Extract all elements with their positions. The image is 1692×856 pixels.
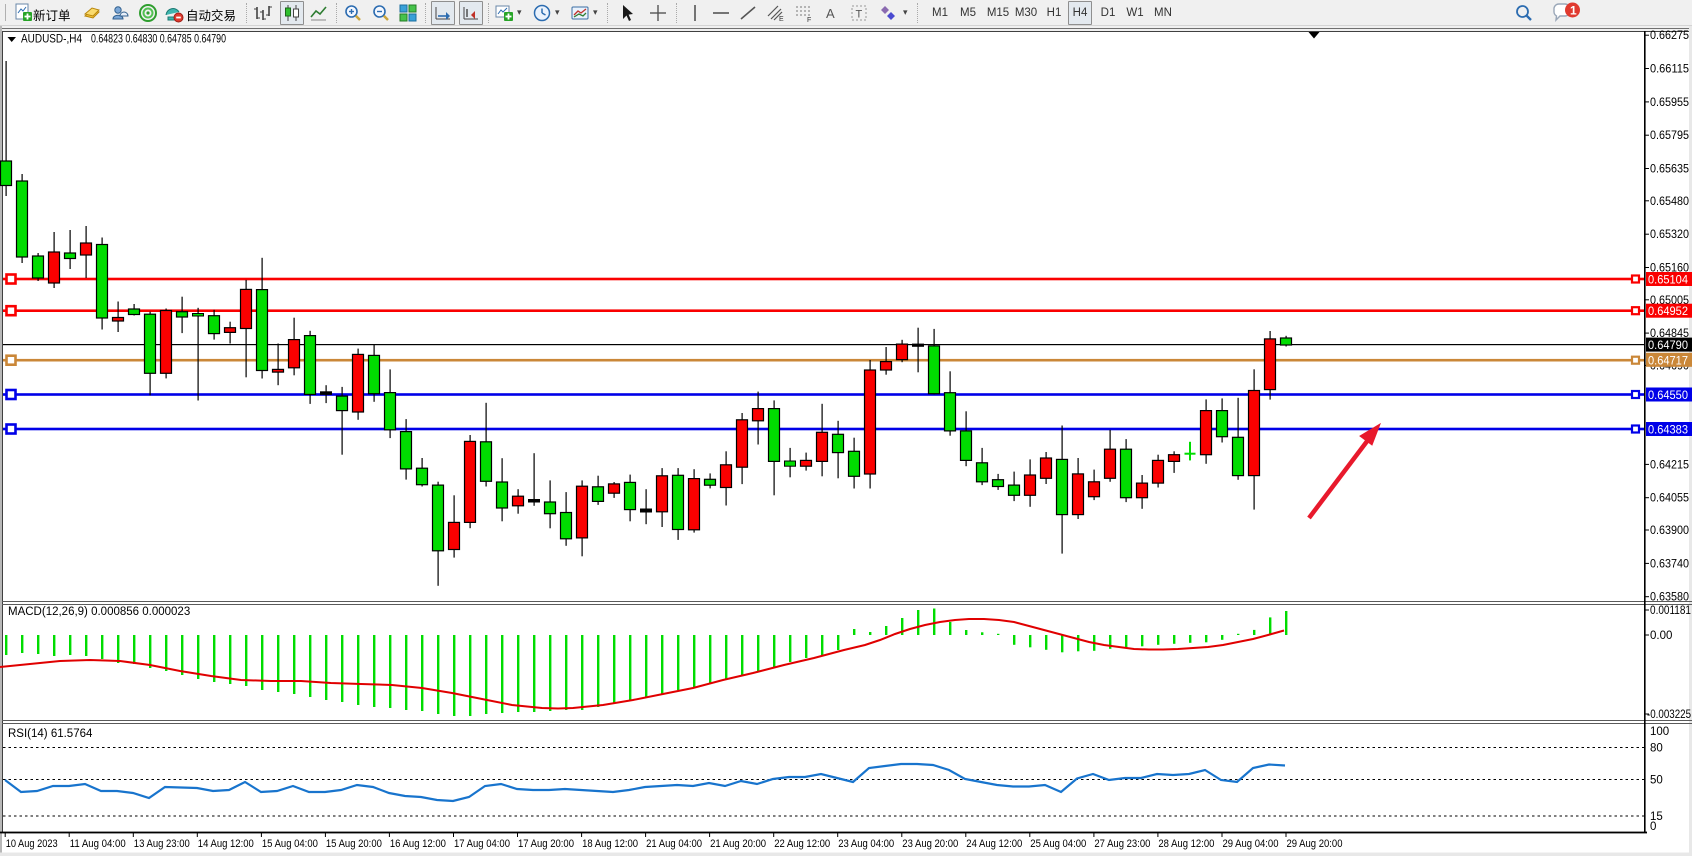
svg-text:11 Aug 04:00: 11 Aug 04:00 <box>70 838 126 850</box>
svg-text:0.66275: 0.66275 <box>1650 30 1689 42</box>
svg-text:17 Aug 04:00: 17 Aug 04:00 <box>454 838 510 850</box>
svg-text:0.64055: 0.64055 <box>1650 493 1689 505</box>
svg-text:27 Aug 23:00: 27 Aug 23:00 <box>1094 838 1150 850</box>
svg-text:AUDUSD-,H4: AUDUSD-,H4 <box>21 34 83 46</box>
svg-text:0.64952: 0.64952 <box>1648 306 1688 318</box>
svg-text:0.65160: 0.65160 <box>1650 263 1689 275</box>
svg-text:16 Aug 12:00: 16 Aug 12:00 <box>390 838 446 850</box>
svg-text:29 Aug 20:00: 29 Aug 20:00 <box>1287 838 1343 850</box>
svg-text:0.65320: 0.65320 <box>1650 229 1689 241</box>
svg-text:0.64790: 0.64790 <box>1648 340 1688 352</box>
svg-text:-0.003225: -0.003225 <box>1647 709 1691 721</box>
svg-text:80: 80 <box>1650 743 1663 755</box>
svg-text:0.65480: 0.65480 <box>1650 196 1689 208</box>
svg-text:0.001181: 0.001181 <box>1650 605 1691 617</box>
svg-text:0: 0 <box>1650 821 1656 833</box>
svg-text:0.63900: 0.63900 <box>1650 525 1689 537</box>
svg-text:A: A <box>826 6 835 21</box>
svg-text:0.64717: 0.64717 <box>1648 355 1688 367</box>
svg-text:18 Aug 12:00: 18 Aug 12:00 <box>582 838 638 850</box>
svg-text:21 Aug 20:00: 21 Aug 20:00 <box>710 838 766 850</box>
svg-text:1: 1 <box>1570 4 1577 18</box>
svg-text:17 Aug 20:00: 17 Aug 20:00 <box>518 838 574 850</box>
svg-text:0.63580: 0.63580 <box>1650 592 1689 604</box>
svg-text:50: 50 <box>1650 775 1663 787</box>
svg-text:24 Aug 12:00: 24 Aug 12:00 <box>966 838 1022 850</box>
svg-text:15: 15 <box>1650 811 1663 823</box>
svg-text:0.65955: 0.65955 <box>1650 97 1689 109</box>
svg-text:0.65635: 0.65635 <box>1650 164 1689 176</box>
svg-text:15 Aug 20:00: 15 Aug 20:00 <box>326 838 382 850</box>
svg-text:21 Aug 04:00: 21 Aug 04:00 <box>646 838 702 850</box>
svg-text:0.65104: 0.65104 <box>1648 275 1689 287</box>
svg-text:0.64845: 0.64845 <box>1650 328 1689 340</box>
svg-text:0.64550: 0.64550 <box>1648 390 1688 402</box>
svg-text:13 Aug 23:00: 13 Aug 23:00 <box>134 838 190 850</box>
svg-text:0.64383: 0.64383 <box>1648 425 1688 437</box>
svg-text:0.66115: 0.66115 <box>1650 64 1689 76</box>
svg-text:23 Aug 20:00: 23 Aug 20:00 <box>902 838 958 850</box>
svg-text:T: T <box>856 9 863 21</box>
svg-text:0.00: 0.00 <box>1650 630 1672 642</box>
svg-text:29 Aug 04:00: 29 Aug 04:00 <box>1223 838 1279 850</box>
svg-text:22 Aug 12:00: 22 Aug 12:00 <box>774 838 830 850</box>
svg-text:14 Aug 12:00: 14 Aug 12:00 <box>198 838 254 850</box>
svg-text:0.64823 0.64830 0.64785 0.6479: 0.64823 0.64830 0.64785 0.64790 <box>91 34 226 46</box>
svg-text:100: 100 <box>1650 726 1669 738</box>
svg-text:F: F <box>807 17 811 23</box>
svg-text:28 Aug 12:00: 28 Aug 12:00 <box>1158 838 1214 850</box>
svg-text:10 Aug 2023: 10 Aug 2023 <box>6 838 58 850</box>
svg-text:MACD(12,26,9) 0.000856 0.00002: MACD(12,26,9) 0.000856 0.000023 <box>8 606 190 618</box>
svg-text:RSI(14) 61.5764: RSI(14) 61.5764 <box>8 728 93 740</box>
svg-text:15 Aug 04:00: 15 Aug 04:00 <box>262 838 318 850</box>
svg-text:0.63740: 0.63740 <box>1650 558 1689 570</box>
svg-text:0.65795: 0.65795 <box>1650 130 1689 142</box>
svg-text:E: E <box>779 16 784 23</box>
svg-text:0.64215: 0.64215 <box>1650 459 1689 471</box>
svg-text:23 Aug 04:00: 23 Aug 04:00 <box>838 838 894 850</box>
svg-text:25 Aug 04:00: 25 Aug 04:00 <box>1030 838 1086 850</box>
